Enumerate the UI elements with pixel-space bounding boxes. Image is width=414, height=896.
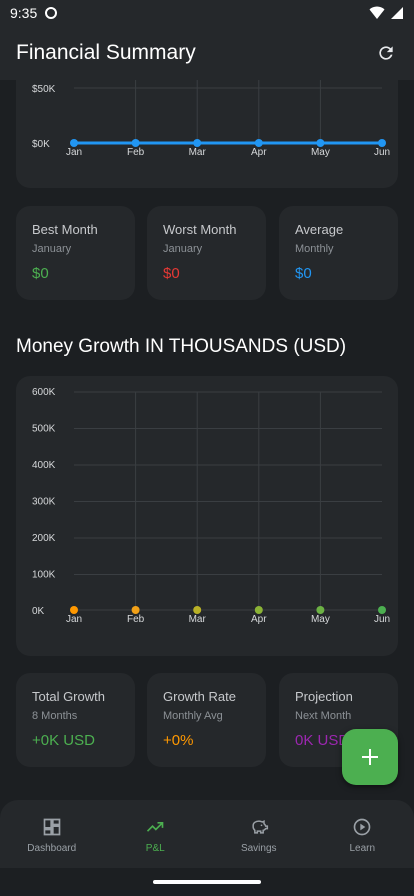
nav-label: Savings [240, 843, 277, 854]
growth-x-tick: Jan [66, 614, 82, 625]
pl-y-tick: $50K [32, 84, 56, 95]
stat-value: $0 [295, 265, 312, 282]
pl-x-tick: Feb [127, 147, 145, 158]
stat-value: 0K USD [295, 732, 350, 749]
pl-chart-grid [74, 80, 382, 144]
stat-value: +0K USD [32, 732, 95, 749]
best-month-card: Best Month January $0 [16, 206, 135, 300]
growth-chart-card: 600K 500K 400K 300K 200K 100K 0K Jan Feb [16, 376, 398, 656]
growth-section-title: Money Growth IN THOUSANDS (USD) [16, 336, 347, 357]
nav-item-savings[interactable]: Savings [207, 800, 311, 868]
nav-item-learn[interactable]: Learn [311, 800, 414, 868]
total-growth-card: Total Growth 8 Months +0K USD [16, 673, 135, 767]
stat-value: $0 [163, 265, 180, 282]
stat-sub: January [163, 243, 203, 255]
gesture-bar [0, 868, 414, 896]
growth-y-tick: 200K [32, 533, 56, 544]
pl-x-tick: Jan [66, 147, 82, 158]
pl-x-tick: Apr [251, 147, 267, 158]
growth-y-tick: 0K [32, 606, 45, 617]
nav-item-pl[interactable]: P&L [104, 800, 208, 868]
worst-month-card: Worst Month January $0 [147, 206, 266, 300]
notification-icon [45, 7, 58, 19]
growth-x-tick: Apr [251, 614, 267, 625]
pl-chart-card: $50K $0K Jan Feb Mar Apr May Jun [16, 80, 398, 188]
pl-point [254, 139, 263, 147]
pl-point [70, 139, 78, 147]
pl-y-tick: $0K [32, 139, 50, 150]
stat-label: Projection [295, 689, 353, 704]
cellular-icon [391, 7, 403, 19]
pl-x-tick: May [311, 147, 330, 158]
pl-x-tick: Jun [374, 147, 390, 158]
growth-point [254, 606, 263, 614]
add-button[interactable] [342, 729, 398, 785]
pl-point [193, 139, 202, 147]
stat-sub: Monthly Avg [163, 710, 223, 722]
growth-y-tick: 600K [32, 387, 56, 398]
stat-label: Worst Month [163, 222, 237, 237]
pl-point [131, 139, 140, 147]
growth-x-tick: Mar [189, 614, 207, 625]
growth-x-tick: Feb [127, 614, 145, 625]
stat-sub: Next Month [295, 710, 352, 722]
projection-card: Projection Next Month 0K USD [279, 673, 398, 767]
nav-label: P&L [145, 843, 165, 854]
growth-chart: 600K 500K 400K 300K 200K 100K 0K Jan Feb [32, 387, 390, 625]
pl-point [378, 139, 386, 147]
growth-x-tick: Jun [374, 614, 390, 625]
growth-point [131, 606, 140, 614]
growth-y-tick: 400K [32, 460, 56, 471]
status-icons [369, 6, 404, 20]
bottom-nav: Dashboard P&L Savings Learn [0, 800, 414, 868]
stat-label: Total Growth [32, 689, 105, 704]
nav-label: Dashboard [27, 843, 77, 854]
stat-sub: Monthly [295, 243, 334, 255]
stat-value: $0 [32, 265, 49, 282]
status-bar: 9:35 [0, 0, 414, 26]
growth-y-tick: 300K [32, 497, 56, 508]
stat-sub: 8 Months [32, 710, 78, 722]
plus-icon [362, 749, 378, 765]
piggy-bank-icon [252, 819, 268, 834]
stat-label: Growth Rate [163, 689, 236, 704]
refresh-icon [379, 46, 393, 60]
home-indicator[interactable] [153, 880, 261, 884]
wifi-icon [369, 6, 385, 19]
refresh-button[interactable] [374, 41, 398, 65]
status-time: 9:35 [10, 5, 38, 21]
growth-points [70, 606, 386, 614]
stat-sub: January [32, 243, 72, 255]
stat-label: Best Month [32, 222, 98, 237]
page-title: Financial Summary [16, 41, 196, 64]
stat-label: Average [295, 222, 344, 237]
growth-chart-grid [74, 391, 382, 611]
nav-item-dashboard[interactable]: Dashboard [0, 800, 104, 868]
trending-up-icon [147, 822, 164, 832]
pl-point [316, 139, 325, 147]
nav-label: Learn [349, 843, 376, 854]
pl-x-tick: Mar [189, 147, 207, 158]
pl-chart: $50K $0K Jan Feb Mar Apr May Jun [32, 80, 390, 158]
stat-value: +0% [163, 732, 194, 749]
growth-point [316, 606, 325, 614]
growth-point [70, 606, 78, 614]
scroll-content[interactable]: $50K $0K Jan Feb Mar Apr May Jun Best [0, 80, 414, 800]
growth-point [378, 606, 386, 614]
average-card: Average Monthly $0 [279, 206, 398, 300]
app-bar: Financial Summary [0, 26, 414, 80]
dashboard-icon [43, 818, 61, 836]
growth-y-tick: 100K [32, 570, 56, 581]
growth-rate-card: Growth Rate Monthly Avg +0% [147, 673, 266, 767]
growth-y-tick: 500K [32, 424, 56, 435]
play-circle-icon [353, 818, 371, 836]
growth-x-tick: May [311, 614, 330, 625]
growth-point [193, 606, 202, 614]
pl-points [70, 139, 386, 147]
